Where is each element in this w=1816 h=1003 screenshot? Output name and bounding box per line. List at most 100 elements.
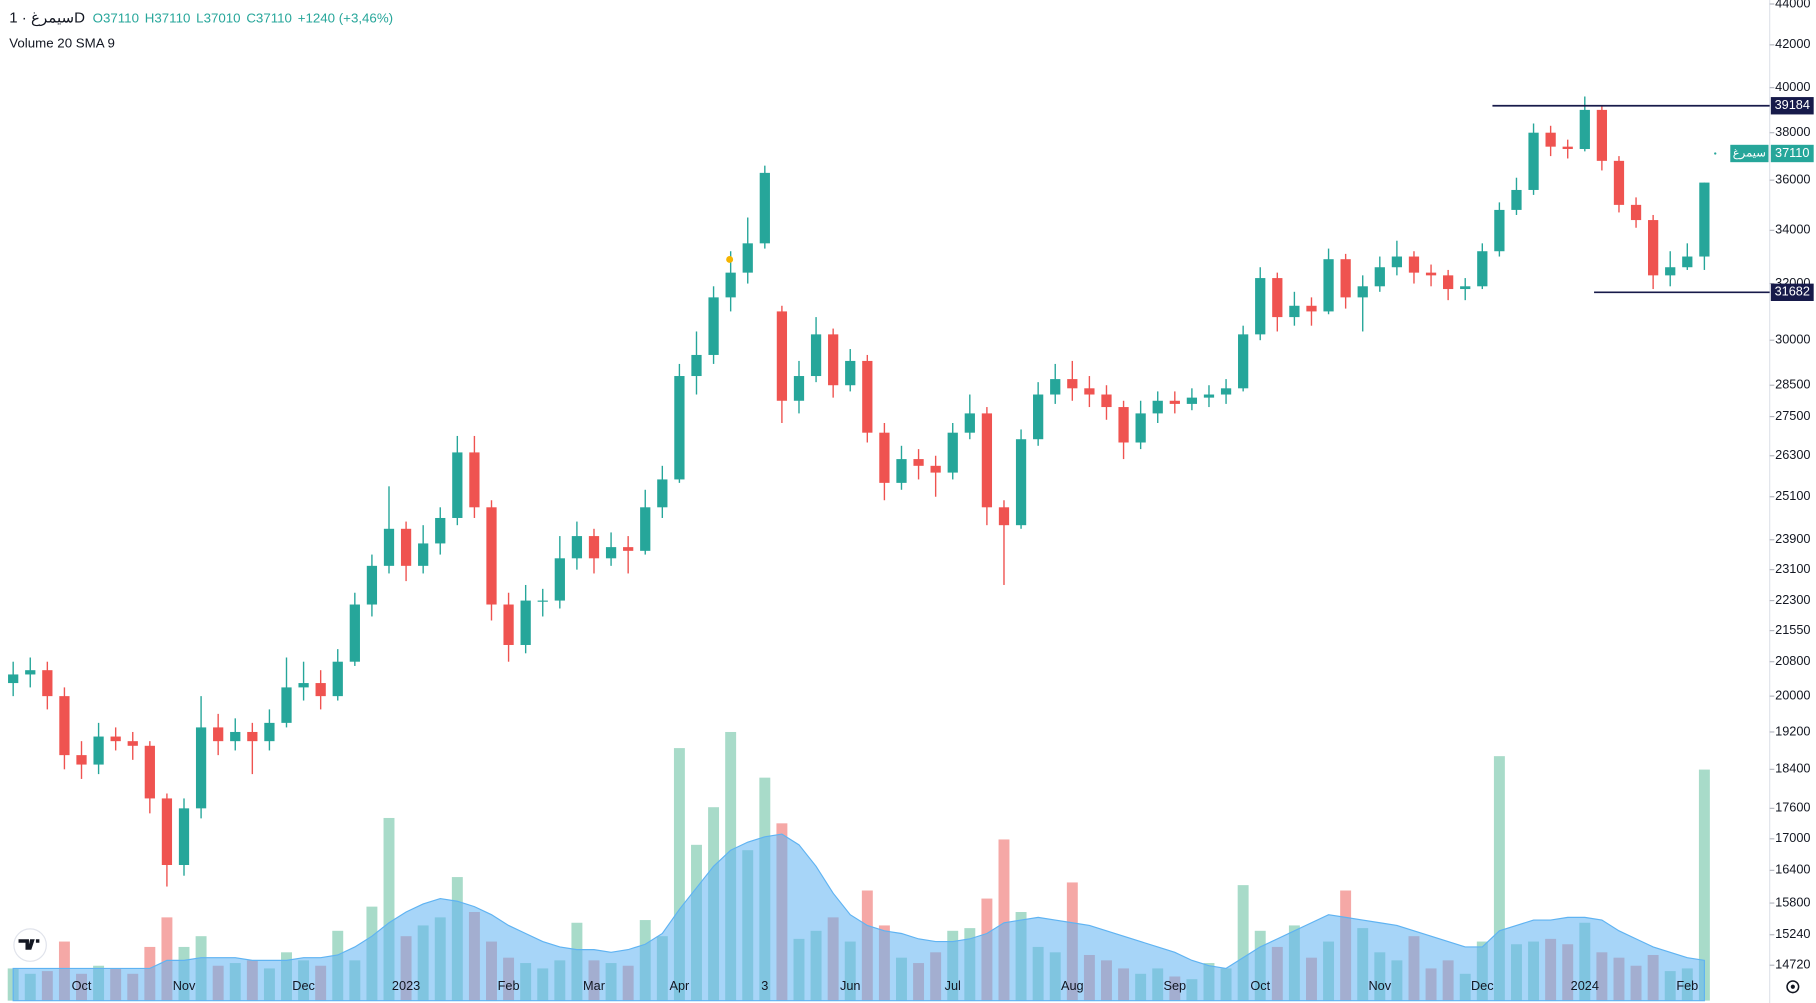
x-tick-label: Apr — [670, 978, 691, 993]
volume-bar — [383, 817, 395, 1001]
settings-icon[interactable] — [1786, 980, 1800, 994]
candle-body — [862, 360, 873, 433]
candle-body — [315, 683, 326, 697]
candle-body — [913, 459, 924, 466]
candle-body — [981, 413, 993, 508]
candle-body — [486, 507, 497, 605]
candle-body — [1528, 132, 1539, 190]
levels: 39184 31682 37110 سیمرغ — [1492, 97, 1814, 301]
symbol-tag-box — [1730, 144, 1769, 163]
candle-body — [1033, 394, 1044, 440]
candle-body — [469, 452, 480, 508]
candle-body — [1152, 400, 1163, 414]
candle-body — [1630, 204, 1642, 221]
ohlc-item: +1240 (+3,46%) — [298, 10, 393, 25]
settings-gear[interactable] — [1786, 980, 1800, 994]
candle-body — [144, 745, 155, 799]
candle-body — [110, 736, 121, 742]
candle-body — [418, 543, 429, 566]
candle-body — [776, 311, 788, 401]
candle-body — [1562, 146, 1573, 150]
candle-body — [640, 507, 651, 551]
candle-body — [1699, 182, 1710, 257]
candle-body — [161, 798, 173, 866]
x-tick-label: Dec — [292, 978, 315, 993]
candle-body — [1289, 305, 1300, 318]
candle-body — [332, 661, 343, 697]
y-tick-label: 30000 — [1775, 332, 1810, 347]
candle-body — [588, 536, 600, 559]
ohlc-item: H37110 — [145, 10, 191, 25]
candle-body — [828, 334, 839, 386]
candle-body — [947, 432, 958, 473]
candle-body — [1015, 439, 1027, 526]
candle-body — [896, 459, 907, 483]
candle-body — [400, 528, 412, 566]
x-tick-label: Nov — [173, 978, 196, 993]
candle-body — [1101, 394, 1112, 408]
volume-bar — [1493, 756, 1505, 1001]
candle-body — [520, 600, 531, 645]
price-pane — [8, 96, 1710, 887]
x-tick-label: Oct — [72, 978, 92, 993]
candle-body — [1169, 400, 1180, 404]
x-tick-label: Nov — [1368, 978, 1391, 993]
y-tick-label: 15240 — [1775, 926, 1810, 941]
ohlc-item: L37010 — [196, 10, 240, 25]
ohlc-item: C37110 — [246, 10, 292, 25]
y-tick-label: 27500 — [1775, 408, 1810, 423]
x-tick-label: 3 — [761, 978, 768, 993]
y-tick-label: 18400 — [1775, 761, 1810, 776]
candle-body — [742, 243, 753, 273]
candle-body — [554, 558, 565, 601]
event-marker — [726, 255, 734, 263]
candle-body — [537, 600, 548, 602]
candle-body — [264, 722, 275, 742]
candle-body — [793, 376, 805, 401]
candle-body — [1545, 132, 1556, 147]
candle-body — [674, 376, 685, 480]
x-tick-label: Jun — [840, 978, 861, 993]
candle-body — [1272, 278, 1283, 318]
candle-body — [1648, 220, 1659, 276]
y-tick-label: 28500 — [1775, 377, 1810, 392]
candle-body — [42, 670, 53, 697]
candle-body — [605, 547, 617, 559]
y-tick-label: 44000 — [1775, 0, 1810, 10]
candle-body — [708, 297, 719, 355]
y-tick-label: 15800 — [1775, 894, 1810, 909]
candle-body — [76, 755, 87, 765]
y-tick-label: 26300 — [1775, 447, 1810, 462]
y-tick-label: 42000 — [1775, 36, 1810, 51]
candle-body — [1374, 267, 1385, 287]
candle-body — [8, 674, 19, 684]
candle-body — [195, 727, 207, 809]
y-tick-label: 19200 — [1775, 723, 1810, 738]
candle-body — [1391, 256, 1403, 268]
candle-body — [1084, 388, 1095, 395]
candle-body — [998, 507, 1010, 526]
candle-body — [349, 604, 360, 662]
candle-body — [879, 432, 890, 483]
candle-body — [366, 565, 378, 605]
candle-body — [25, 670, 36, 675]
candle-body — [59, 696, 70, 756]
candle-body — [1613, 160, 1625, 205]
candle-body — [930, 465, 941, 473]
volume-pane — [7, 731, 1710, 1002]
y-tick-label: 17600 — [1775, 800, 1810, 815]
settings-hub — [1790, 984, 1795, 989]
candle-body — [657, 479, 668, 508]
candle-body — [1306, 305, 1317, 312]
candle-body — [1255, 278, 1266, 335]
level-label: 39184 — [1775, 97, 1810, 112]
x-tick-label: Feb — [498, 978, 520, 993]
candle-body — [845, 360, 856, 386]
candle-body — [1238, 334, 1249, 389]
candle-body — [383, 528, 395, 566]
level-label-box — [1770, 283, 1814, 301]
candle-body — [1460, 286, 1471, 290]
ohlc-legend: O37110 H37110 L37010 C37110 +1240 (+3,46%) — [93, 10, 393, 25]
volume-bar — [1698, 769, 1710, 1001]
